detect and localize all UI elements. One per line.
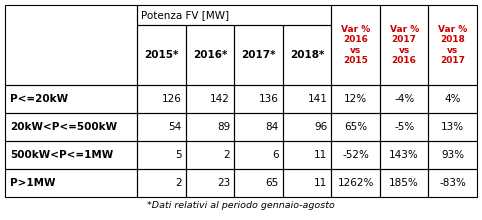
- Bar: [137, 5, 331, 25]
- Text: 96: 96: [314, 122, 327, 132]
- Text: 12%: 12%: [344, 94, 367, 104]
- Text: 2015*: 2015*: [144, 50, 178, 60]
- Text: 65: 65: [266, 178, 279, 188]
- Text: 65%: 65%: [344, 122, 367, 132]
- Text: 11: 11: [314, 150, 327, 160]
- Text: 54: 54: [168, 122, 182, 132]
- Bar: [186, 85, 234, 113]
- Bar: [5, 141, 137, 169]
- Bar: [331, 141, 380, 169]
- Text: -52%: -52%: [342, 150, 369, 160]
- Text: 11: 11: [314, 178, 327, 188]
- Text: 23: 23: [217, 178, 230, 188]
- Bar: [137, 113, 186, 141]
- Text: 2018*: 2018*: [290, 50, 324, 60]
- Bar: [137, 141, 186, 169]
- Text: 185%: 185%: [389, 178, 419, 188]
- Text: 141: 141: [308, 94, 327, 104]
- Bar: [137, 169, 186, 197]
- Bar: [186, 169, 234, 197]
- Bar: [234, 113, 283, 141]
- Text: 6: 6: [272, 150, 279, 160]
- Text: 20kW<P<=500kW: 20kW<P<=500kW: [10, 122, 117, 132]
- Bar: [380, 5, 428, 85]
- Bar: [331, 85, 380, 113]
- Bar: [428, 5, 477, 85]
- Text: 136: 136: [259, 94, 279, 104]
- Bar: [331, 113, 380, 141]
- Text: 2: 2: [175, 178, 182, 188]
- Text: 2: 2: [224, 150, 230, 160]
- Bar: [380, 169, 428, 197]
- Text: 142: 142: [210, 94, 230, 104]
- Text: 126: 126: [161, 94, 182, 104]
- Text: P<=20kW: P<=20kW: [10, 94, 68, 104]
- Bar: [137, 25, 186, 85]
- Text: -4%: -4%: [394, 94, 414, 104]
- Bar: [283, 169, 331, 197]
- Bar: [283, 25, 331, 85]
- Bar: [428, 141, 477, 169]
- Text: Potenza FV [MW]: Potenza FV [MW]: [141, 10, 229, 20]
- Bar: [331, 5, 380, 85]
- Text: 2017*: 2017*: [241, 50, 276, 60]
- Text: 2016*: 2016*: [193, 50, 227, 60]
- Text: 500kW<P<=1MW: 500kW<P<=1MW: [10, 150, 113, 160]
- Bar: [428, 85, 477, 113]
- Text: 4%: 4%: [444, 94, 461, 104]
- Bar: [5, 5, 137, 85]
- Text: 89: 89: [217, 122, 230, 132]
- Text: Var %
2018
vs
2017: Var % 2018 vs 2017: [438, 25, 468, 65]
- Bar: [186, 113, 234, 141]
- Bar: [5, 113, 137, 141]
- Text: 84: 84: [266, 122, 279, 132]
- Text: *Dati relativi al periodo gennaio-agosto: *Dati relativi al periodo gennaio-agosto: [147, 201, 335, 210]
- Bar: [186, 141, 234, 169]
- Text: Var %
2017
vs
2016: Var % 2017 vs 2016: [389, 25, 419, 65]
- Bar: [283, 141, 331, 169]
- Bar: [5, 85, 137, 113]
- Bar: [428, 169, 477, 197]
- Bar: [234, 169, 283, 197]
- Text: 1262%: 1262%: [337, 178, 374, 188]
- Text: Var %
2016
vs
2015: Var % 2016 vs 2015: [341, 25, 370, 65]
- Bar: [234, 85, 283, 113]
- Text: 143%: 143%: [389, 150, 419, 160]
- Text: 93%: 93%: [441, 150, 464, 160]
- Text: -5%: -5%: [394, 122, 414, 132]
- Bar: [283, 85, 331, 113]
- Bar: [428, 113, 477, 141]
- Bar: [234, 141, 283, 169]
- Bar: [137, 85, 186, 113]
- Bar: [234, 25, 283, 85]
- Bar: [186, 25, 234, 85]
- Text: 13%: 13%: [441, 122, 464, 132]
- Bar: [331, 169, 380, 197]
- Bar: [380, 113, 428, 141]
- Text: 5: 5: [175, 150, 182, 160]
- Bar: [380, 85, 428, 113]
- Text: P>1MW: P>1MW: [10, 178, 55, 188]
- Text: -83%: -83%: [439, 178, 466, 188]
- Bar: [283, 113, 331, 141]
- Bar: [380, 141, 428, 169]
- Bar: [5, 169, 137, 197]
